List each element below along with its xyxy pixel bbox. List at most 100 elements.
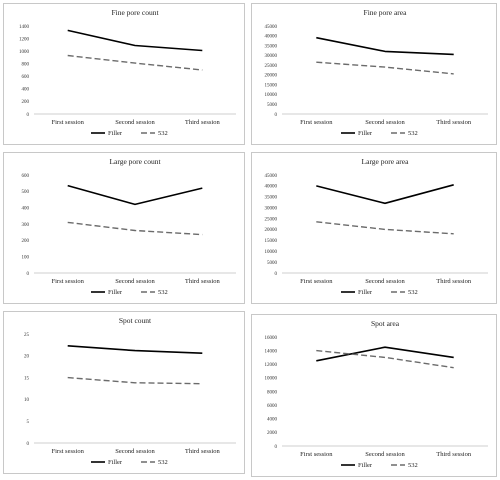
y-tick-label: 15 (24, 376, 30, 381)
legend-label: 532 (408, 130, 418, 137)
y-tick-label: 25000 (265, 217, 278, 222)
chart-spot-count: Spot count 0 5 10 15 20 25 First session Second … (24, 316, 236, 466)
x-tick-label: Second session (365, 278, 405, 285)
y-tick-label: 20000 (265, 74, 278, 79)
x-tick-label: Second session (365, 119, 405, 126)
chart-panel-spot-area: Spot area 0 2000 4000 6000 8000 10000 12000 1400… (251, 314, 497, 477)
series-line-532 (316, 61, 454, 75)
series-line-532 (316, 349, 454, 369)
x-tick-label: First session (52, 278, 85, 285)
x-tick-label: Third session (185, 448, 221, 455)
y-tick-label: 1000 (19, 50, 30, 55)
chart-panel-fine-pore-count: Fine pore count 0 200 400 600 800 1000 1200 1400… (3, 3, 245, 145)
y-tick-label: 200 (22, 239, 30, 244)
x-tick-label: Second session (115, 448, 155, 455)
y-tick-label: 400 (22, 88, 30, 93)
y-tick-label: 0 (275, 113, 278, 118)
x-tick-label: Second session (115, 278, 155, 285)
y-tick-label: 15000 (265, 239, 278, 244)
chart-title: Fine pore count (111, 8, 159, 17)
y-tick-label: 100 (22, 255, 30, 260)
x-tick-label: First session (300, 451, 333, 458)
y-tick-label: 35000 (265, 196, 278, 201)
y-tick-label: 600 (22, 174, 30, 179)
y-tick-label: 30000 (265, 54, 278, 59)
x-tick-label: Third session (185, 278, 221, 285)
y-tick-label: 2000 (267, 431, 278, 436)
x-tick-label: Third session (436, 278, 472, 285)
y-tick-label: 16000 (265, 336, 278, 341)
legend-label: Filler (108, 289, 123, 296)
x-tick-label: Third session (185, 119, 221, 126)
y-tick-label: 25000 (265, 64, 278, 69)
chart-title: Large pore count (109, 157, 161, 166)
chart-title: Fine pore area (364, 8, 408, 17)
y-tick-label: 400 (22, 206, 30, 211)
y-tick-label: 45000 (265, 25, 278, 30)
x-tick-label: Third session (436, 119, 472, 126)
series-line-532 (316, 221, 454, 235)
series-line-filler (316, 36, 454, 56)
x-tick-label: First session (300, 119, 333, 126)
y-tick-label: 0 (27, 442, 30, 447)
chart-large-pore-area: Large pore area 0 5000 10000 15000 20000 25000… (265, 157, 488, 296)
series-line-filler (316, 184, 454, 205)
y-tick-label: 0 (27, 113, 30, 118)
series-line-filler (316, 346, 454, 362)
y-tick-label: 0 (275, 445, 278, 450)
y-tick-label: 1400 (19, 25, 30, 30)
x-tick-label: First session (300, 278, 333, 285)
y-tick-label: 12000 (265, 363, 278, 368)
chart-panel-fine-pore-area: Fine pore area 0 5000 10000 15000 20000 25000 3… (251, 3, 497, 145)
legend-label: Filler (108, 130, 123, 137)
y-tick-label: 20 (24, 355, 30, 360)
y-tick-label: 500 (22, 190, 30, 195)
y-tick-label: 0 (27, 272, 30, 277)
legend-label: 532 (158, 289, 168, 296)
y-tick-label: 20000 (265, 228, 278, 233)
series-line-filler (67, 184, 203, 206)
x-tick-label: First session (52, 119, 85, 126)
legend-label: 532 (408, 289, 418, 296)
y-tick-label: 30000 (265, 206, 278, 211)
x-tick-label: Third session (436, 451, 472, 458)
chart-panel-spot-count: Spot count 0 5 10 15 20 25 First session Second … (3, 311, 245, 474)
legend-label: Filler (108, 459, 123, 466)
legend-label: Filler (358, 289, 373, 296)
y-tick-label: 15000 (265, 83, 278, 88)
legend-label: Filler (358, 130, 373, 137)
legend-label: 532 (158, 459, 168, 466)
chart-fine-pore-area: Fine pore area 0 5000 10000 15000 20000 25000 3… (265, 8, 488, 137)
y-tick-label: 200 (22, 100, 30, 105)
chart-panel-large-pore-area: Large pore area 0 5000 10000 15000 20000 25000… (251, 152, 497, 304)
series-line-532 (67, 221, 203, 236)
y-tick-label: 0 (275, 272, 278, 277)
y-tick-label: 5 (27, 420, 30, 425)
y-tick-label: 40000 (265, 185, 278, 190)
chart-title: Spot count (119, 316, 152, 325)
y-tick-label: 8000 (267, 390, 278, 395)
y-tick-label: 300 (22, 223, 30, 228)
y-tick-label: 45000 (265, 174, 278, 179)
x-tick-label: Second session (365, 451, 405, 458)
legend-label: 532 (158, 130, 168, 137)
y-tick-label: 5000 (267, 103, 278, 108)
chart-panel-large-pore-count: Large pore count 0 100 200 300 400 500 600 First… (3, 152, 245, 304)
y-tick-label: 10000 (265, 93, 278, 98)
y-tick-label: 40000 (265, 35, 278, 40)
series-line-532 (67, 376, 203, 385)
y-tick-label: 1200 (19, 37, 30, 42)
y-tick-label: 25 (24, 333, 30, 338)
chart-fine-pore-count: Fine pore count 0 200 400 600 800 1000 1200 1400… (19, 8, 236, 137)
y-tick-label: 4000 (267, 418, 278, 423)
y-tick-label: 6000 (267, 404, 278, 409)
x-tick-label: First session (52, 448, 85, 455)
series-line-532 (67, 54, 203, 71)
y-tick-label: 5000 (267, 261, 278, 266)
series-line-filler (67, 345, 203, 354)
y-tick-label: 10 (24, 398, 30, 403)
y-tick-label: 14000 (265, 349, 278, 354)
y-tick-label: 35000 (265, 44, 278, 49)
y-tick-label: 10000 (265, 377, 278, 382)
series-line-filler (67, 29, 203, 52)
